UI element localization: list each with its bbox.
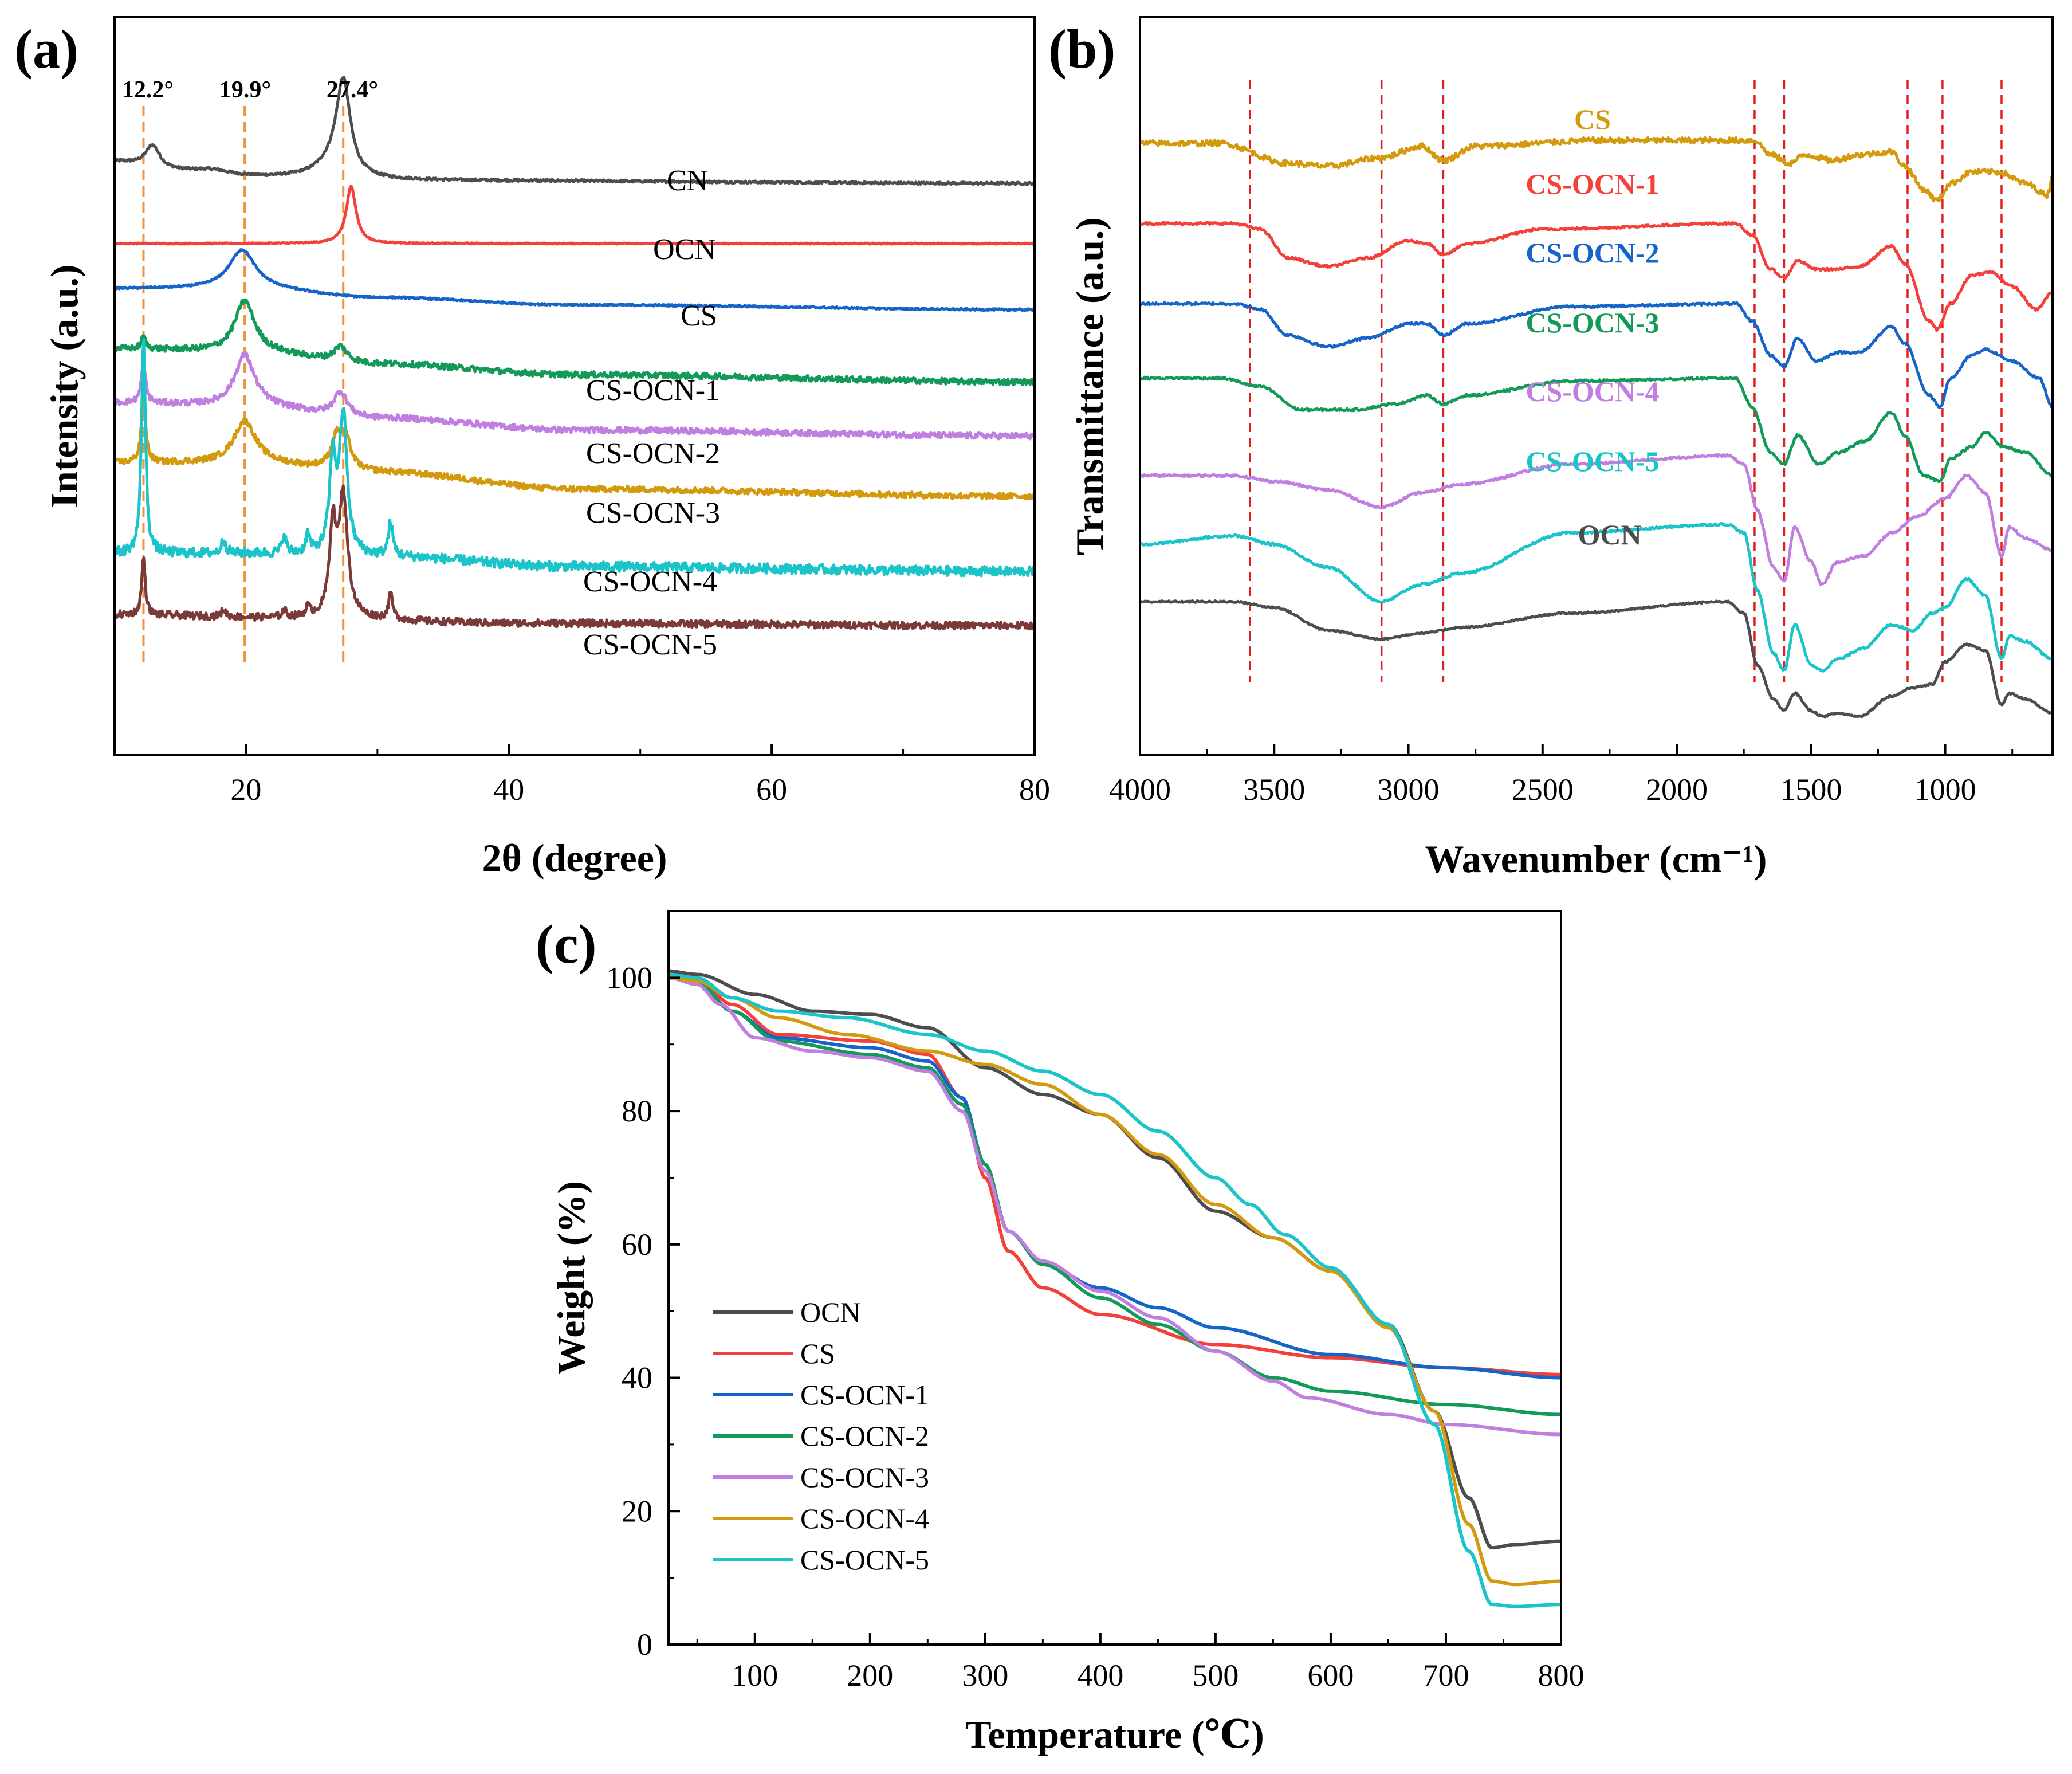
tga-line-cs-ocn-2	[668, 976, 1560, 1416]
y-tick-label-100: 100	[606, 960, 652, 995]
xrd-line-cs	[113, 248, 1035, 312]
x-tick-label-60: 60	[756, 772, 787, 807]
panel-c-legend: OCN CS CS-OCN-1 CS-OCN-2 CS-OCN-3 CS-OCN-4 CS-…	[713, 1296, 929, 1576]
series-label-cs: CS	[681, 300, 717, 332]
x-tick-label-300: 300	[962, 1658, 1008, 1693]
xrd-line-cs-ocn-3	[113, 394, 1036, 501]
panel-c: (c) 100 200 300 400 500 600 700 800020406080100…	[536, 910, 1585, 1756]
series-label-cs-ocn-4: CS-OCN-4	[583, 566, 717, 598]
xrd-line-cs-ocn-4	[113, 338, 1035, 578]
xrd-line-cs-ocn-1	[113, 298, 1036, 387]
panel-a-peak-labels: 12.2° 19.9° 27.4°	[122, 77, 378, 103]
panel-a-y-axis-title: Intensity (a.u.)	[42, 264, 86, 508]
x-tick-label-1000: 1000	[1914, 772, 1976, 807]
ftir-label-cs-ocn-5: CS-OCN-5	[1526, 445, 1659, 477]
y-tick-label-20: 20	[622, 1494, 652, 1528]
series-label-cs-ocn-5: CS-OCN-5	[583, 629, 717, 661]
panel-a-label: (a)	[14, 18, 78, 80]
y-tick-label-80: 80	[622, 1094, 652, 1128]
legend-label-cs-ocn-2: CS-OCN-2	[800, 1420, 929, 1452]
ftir-line-cs-ocn-3	[1139, 375, 2054, 484]
panel-b-x-ticks: 4000 3500 3000 2500 2000 1500 1000	[1109, 744, 2014, 807]
series-label-cs-ocn-2: CS-OCN-2	[586, 437, 720, 470]
x-tick-label-400: 400	[1077, 1658, 1123, 1693]
x-tick-label-500: 500	[1192, 1658, 1239, 1693]
ftir-line-ocn	[1139, 599, 2054, 719]
ftir-line-cs-ocn-5	[1139, 521, 2054, 673]
x-tick-label-600: 600	[1307, 1658, 1354, 1693]
peak-label-12-2: 12.2°	[122, 77, 174, 103]
ftir-label-ocn: OCN	[1578, 519, 1641, 551]
x-tick-label-40: 40	[493, 772, 524, 807]
x-tick-label-1500: 1500	[1780, 772, 1842, 807]
panel-b: (b) 4000 3500 3000 2500 2000 1500 1000 Wavenum…	[1048, 16, 2054, 881]
y-tick-label-60: 60	[622, 1227, 652, 1262]
panel-b-x-axis-title: Wavenumber (cm⁻¹)	[1425, 837, 1767, 881]
ftir-line-cs	[1139, 136, 2054, 202]
x-tick-label-700: 700	[1422, 1658, 1469, 1693]
x-tick-label-2000: 2000	[1646, 772, 1708, 807]
tga-line-cs-ocn-5	[668, 972, 1560, 1608]
xrd-line-ocn	[113, 185, 1036, 246]
ftir-line-cs-ocn-1	[1139, 221, 2054, 332]
panel-a-plot	[113, 76, 1036, 668]
legend-label-cs-ocn-5: CS-OCN-5	[800, 1544, 929, 1576]
x-tick-label-80: 80	[1019, 772, 1050, 807]
y-tick-label-0: 0	[637, 1627, 652, 1662]
panel-a-series-labels: CN OCN CS CS-OCN-1 CS-OCN-2 CS-OCN-3 CS-…	[583, 164, 720, 661]
legend-label-cs-ocn-3: CS-OCN-3	[800, 1461, 929, 1493]
y-tick-label-40: 40	[622, 1361, 652, 1395]
series-label-cn: CN	[667, 164, 708, 197]
legend-label-cs-ocn-4: CS-OCN-4	[800, 1502, 929, 1534]
x-tick-label-3000: 3000	[1378, 772, 1440, 807]
legend-label-cs-ocn-1: CS-OCN-1	[800, 1379, 929, 1411]
panel-b-label: (b)	[1048, 18, 1115, 80]
panel-c-plot	[668, 969, 1560, 1608]
tga-line-cs-ocn-3	[668, 976, 1560, 1437]
x-tick-label-100: 100	[732, 1658, 778, 1693]
panel-b-y-axis-title: Transmittance (a.u.)	[1068, 217, 1111, 555]
peak-label-27-4: 27.4°	[327, 77, 378, 103]
panel-a-frame	[113, 16, 1036, 756]
panel-c-y-axis-title: Weight (%)	[549, 1181, 593, 1375]
panel-c-frame	[667, 910, 1562, 1646]
ftir-label-cs-ocn-2: CS-OCN-2	[1526, 237, 1659, 269]
x-tick-label-200: 200	[847, 1658, 893, 1693]
ftir-label-cs: CS	[1574, 103, 1611, 135]
x-tick-label-3500: 3500	[1243, 772, 1305, 807]
panel-b-series-labels: CS CS-OCN-1 CS-OCN-2 CS-OCN-3 CS-OCN-4 C…	[1526, 103, 1659, 551]
ftir-line-cs-ocn-4	[1139, 453, 2054, 586]
x-tick-label-20: 20	[230, 772, 261, 807]
x-tick-label-800: 800	[1538, 1658, 1585, 1693]
panel-b-frame	[1139, 16, 2054, 756]
x-tick-label-2500: 2500	[1512, 772, 1574, 807]
panel-b-plot	[1138, 80, 2054, 719]
tga-line-cs-ocn-4	[668, 976, 1560, 1587]
panel-c-ticks: 100 200 300 400 500 600 700 800 0 20 40 60 80 100	[606, 910, 1585, 1693]
series-label-cs-ocn-1: CS-OCN-1	[586, 374, 720, 407]
series-label-ocn: OCN	[653, 233, 716, 266]
panel-a-x-ticks: 20 40 60 80	[113, 744, 1050, 807]
ftir-label-cs-ocn-1: CS-OCN-1	[1526, 168, 1659, 200]
ftir-label-cs-ocn-3: CS-OCN-3	[1526, 307, 1659, 339]
panel-a-x-axis-title: 2θ (degree)	[482, 836, 667, 880]
legend-label-ocn: OCN	[800, 1296, 861, 1328]
ftir-label-cs-ocn-4: CS-OCN-4	[1526, 375, 1659, 407]
xrd-line-cn	[113, 76, 1036, 186]
panel-c-label: (c)	[536, 913, 597, 975]
xrd-line-cs-ocn-2	[113, 351, 1035, 441]
panel-c-x-axis-title: Temperature (℃)	[965, 1713, 1264, 1756]
xrd-line-cs-ocn-5	[113, 484, 1036, 631]
panel-a: (a) 20 40 60 80 2θ (degree) Intensity (a.u.…	[14, 16, 1050, 880]
ftir-line-cs-ocn-2	[1138, 301, 2053, 409]
x-tick-label-4000: 4000	[1109, 772, 1171, 807]
peak-label-19-9: 19.9°	[219, 77, 271, 103]
legend-label-cs: CS	[800, 1337, 835, 1369]
series-label-cs-ocn-3: CS-OCN-3	[586, 497, 720, 529]
